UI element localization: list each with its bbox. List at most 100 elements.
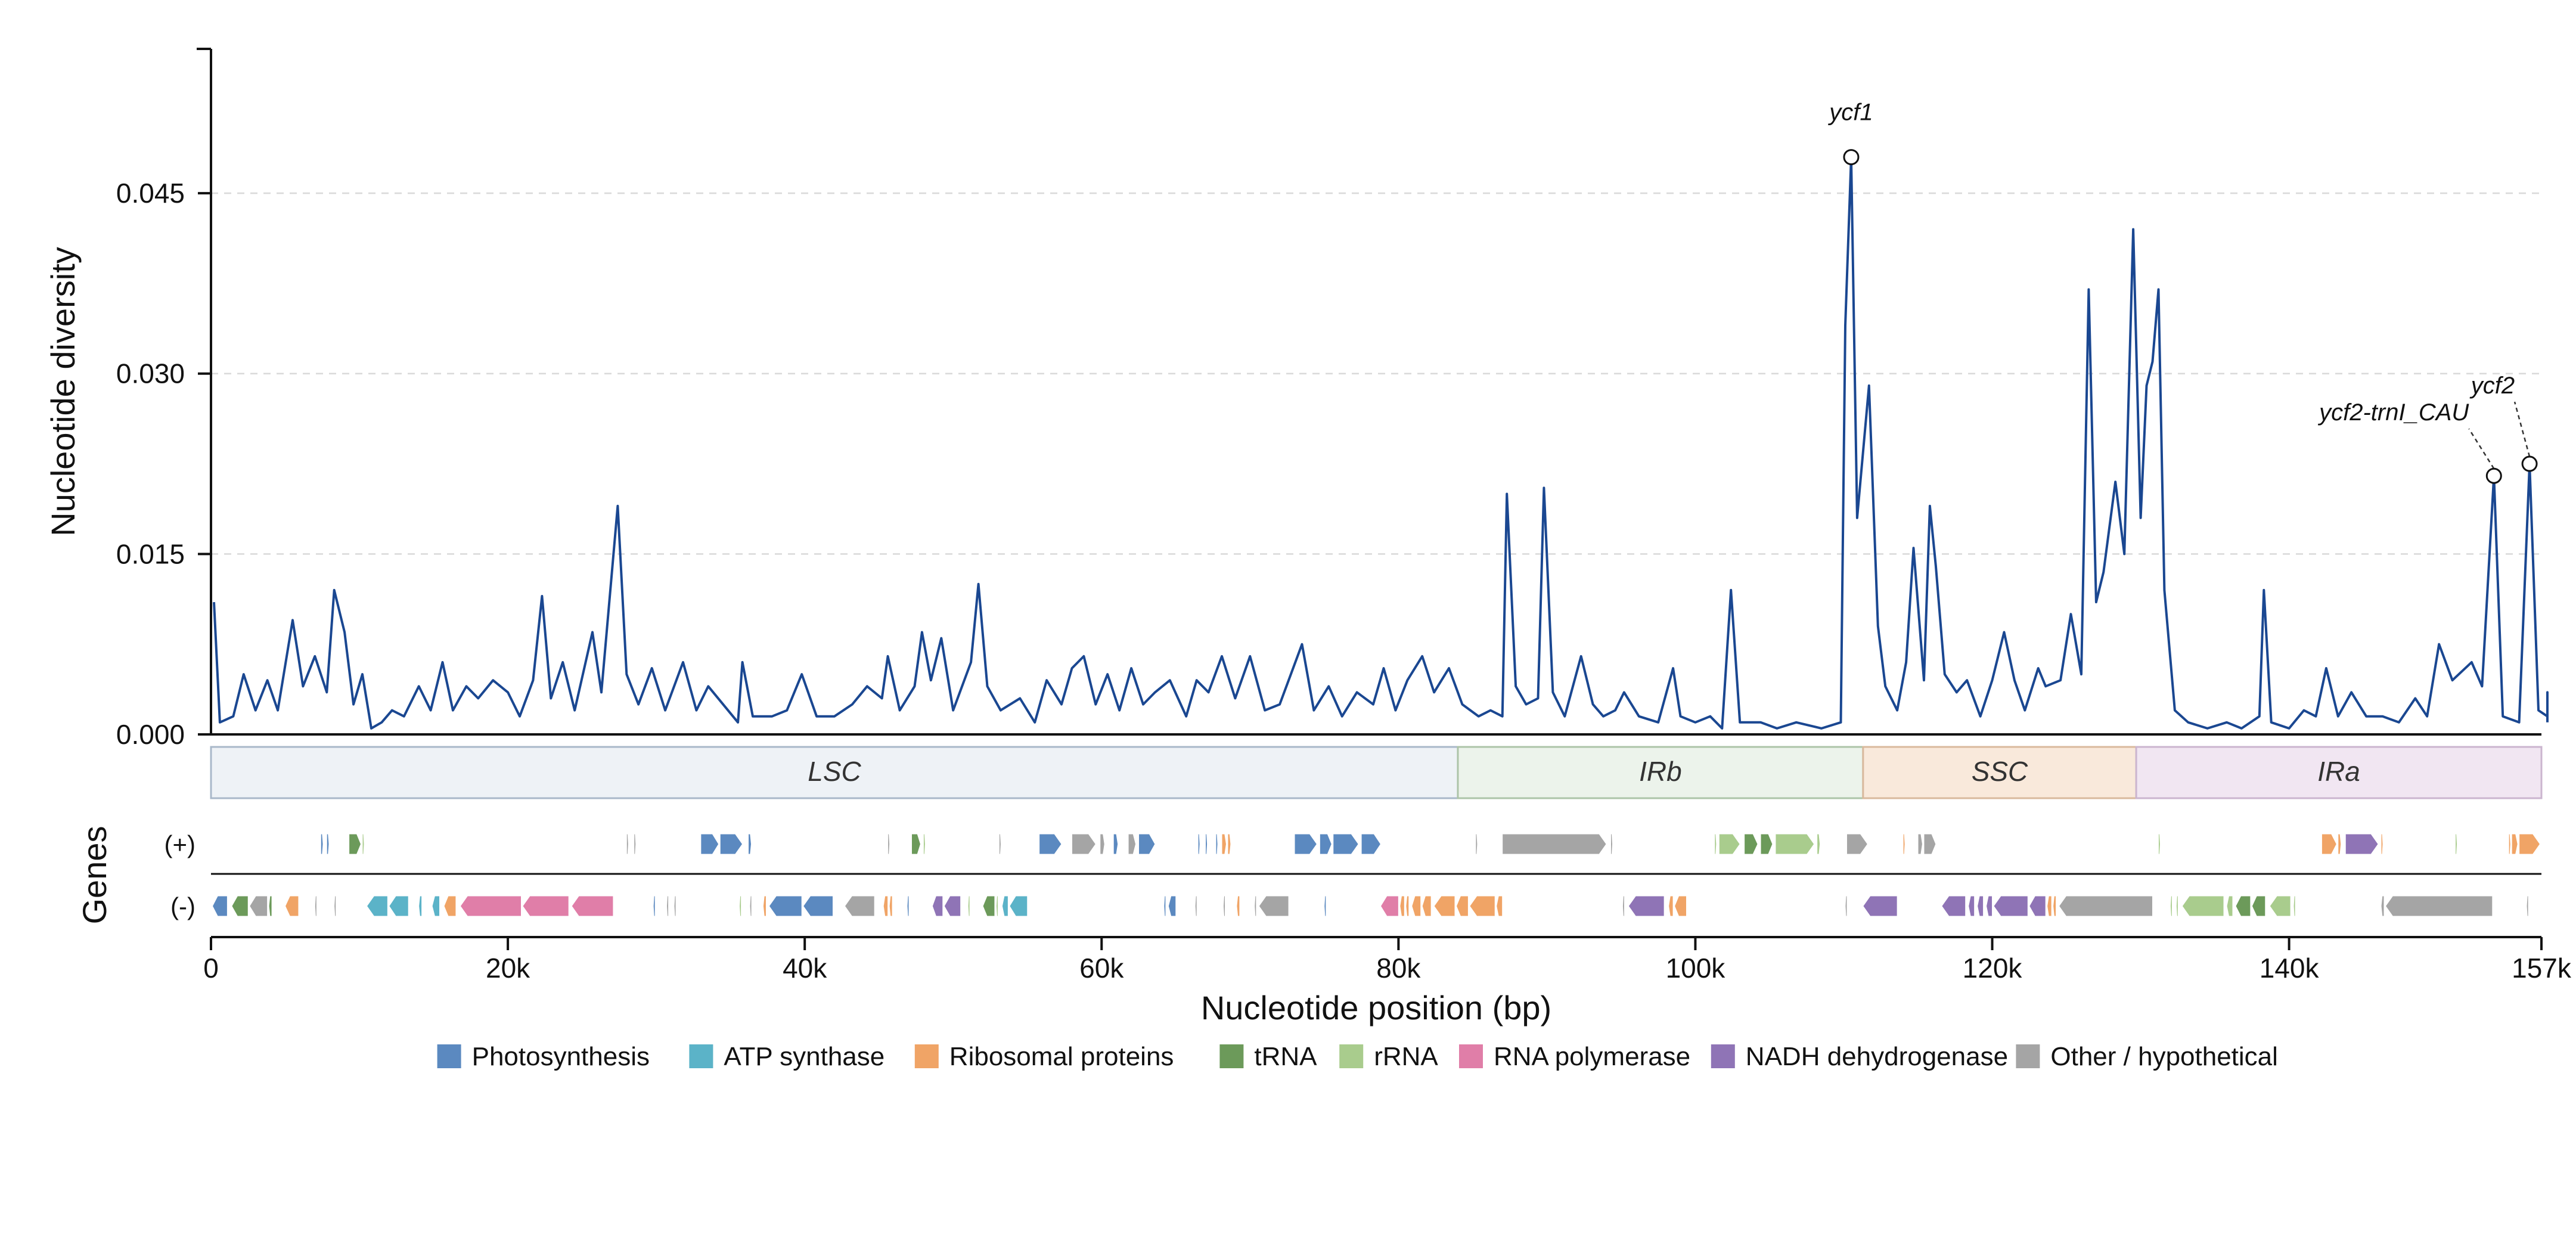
x-tick-label: 100k (1666, 953, 1726, 984)
strand-label-minus: (-) (170, 892, 195, 920)
gene-photo (1324, 895, 1327, 917)
x-tick-label: 60k (1079, 953, 1124, 984)
gene-photo (1361, 833, 1382, 855)
legend-label-trna: tRNA (1254, 1042, 1317, 1071)
gene-ndh (2029, 895, 2046, 917)
gene-trna (349, 833, 362, 855)
legend-swatch-atp (689, 1044, 713, 1068)
gene-other (2526, 895, 2529, 917)
gene-atp (432, 895, 440, 917)
y-tick-label: 0.015 (116, 538, 185, 569)
annotation-marker (2485, 467, 2502, 484)
gene-ribo (1236, 895, 1240, 917)
gene-trna (1744, 833, 1758, 855)
gene-photo (768, 895, 802, 917)
region-ira-label: IRa (2317, 756, 2360, 787)
genes-axis-title: Genes (76, 826, 113, 925)
gene-rrna (2269, 895, 2291, 917)
gene-rrna (2293, 895, 2296, 917)
gene-trna (982, 895, 995, 917)
annotation-marker (2521, 455, 2538, 472)
y-axis-title: Nucleotide diversity (44, 247, 82, 536)
gene-ribo (1399, 895, 1405, 917)
gene-rpo (460, 895, 522, 917)
gene-trna (911, 833, 921, 855)
gene-ribo (1422, 895, 1432, 917)
gene-rrna (2181, 895, 2224, 917)
gene-rrna (739, 895, 742, 917)
legend-swatch-rrna (1339, 1044, 1364, 1068)
axes-layer (197, 48, 2541, 938)
gene-other (1923, 833, 1936, 855)
x-tick-label: 20k (486, 953, 530, 984)
legend-label-atp: ATP synthase (724, 1042, 884, 1071)
x-ticks: 0 20k 40k 60k 80k 100k 120k 140k 157k (203, 937, 2572, 984)
gene-rrna (995, 895, 998, 917)
gene-other (844, 895, 875, 917)
gene-photo (1333, 833, 1359, 855)
gene-other (674, 895, 676, 917)
legend-swatch-trna (1219, 1044, 1244, 1068)
annotation-marker (1843, 149, 1860, 166)
gene-other (1846, 833, 1868, 855)
gene-rrna (1718, 833, 1740, 855)
gene-other (1502, 833, 1607, 855)
gene-trna (2235, 895, 2251, 917)
gene-photo (700, 833, 719, 855)
y-ticks: 0.000 0.015 0.030 0.045 (116, 178, 211, 750)
legend-label-rrna: rRNA (1374, 1042, 1438, 1071)
gene-photo (653, 895, 656, 917)
gene-ndh (1986, 895, 1993, 917)
region-ira-box (2135, 746, 2543, 799)
gene-ribo (1496, 895, 1503, 917)
gene-rrna (362, 833, 365, 855)
gene-ribo (2047, 895, 2052, 917)
gene-rrna (1714, 833, 1717, 855)
y-tick-label: 0.000 (116, 719, 185, 750)
gene-other (1622, 895, 1625, 917)
gene-other (1845, 895, 1848, 917)
gene-other (1917, 833, 1923, 855)
gene-photo (1197, 833, 1200, 855)
gene-ribo (2511, 833, 2518, 855)
gene-photo (719, 833, 743, 855)
gene-other (334, 895, 337, 917)
gene-ribo (284, 895, 299, 917)
gene-ribo (1221, 833, 1227, 855)
legend: Photosynthesis ATP synthase Ribosomal prot… (437, 1042, 2278, 1071)
gene-other (666, 895, 669, 917)
gene-other (1071, 833, 1096, 855)
gene-rrna (2175, 895, 2178, 917)
gene-photo (1205, 833, 1208, 855)
gene-photo (907, 895, 910, 917)
gene-ribo (2508, 833, 2511, 855)
legend-swatch-ribo (914, 1044, 939, 1068)
gene-ribo (883, 895, 889, 917)
gene-other (749, 895, 752, 917)
gene-ribo (443, 895, 457, 917)
region-ssc-box (1862, 746, 2137, 799)
legend-label-photo: Photosynthesis (472, 1042, 650, 1071)
region-irb-box (1457, 746, 1864, 799)
gene-ribo (1902, 833, 1905, 855)
gene-other (2381, 895, 2385, 917)
gene-other (1254, 895, 1257, 917)
region-lsc-box (210, 746, 1459, 799)
gene-other (634, 833, 637, 855)
gene-other (998, 833, 1001, 855)
series-layer (213, 156, 2549, 730)
gene-photo (1138, 833, 1156, 855)
gene-trna (268, 895, 272, 917)
gene-other (1222, 895, 1225, 917)
gene-rpo (522, 895, 569, 917)
gene-rrna (2170, 895, 2172, 917)
strand-labels: (+) (-) (165, 830, 196, 920)
gene-ribo (1455, 895, 1469, 917)
gene-photo (1039, 833, 1062, 855)
gene-atp (418, 895, 423, 917)
annotation-leader (2513, 401, 2531, 457)
gene-other (887, 833, 890, 855)
gene-ribo (762, 895, 766, 917)
gene-photo (320, 833, 324, 855)
gene-ribo (2321, 833, 2337, 855)
